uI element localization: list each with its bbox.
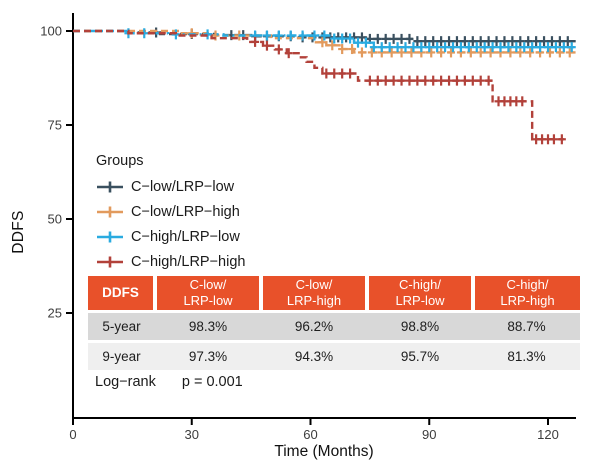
legend-key-icon xyxy=(97,256,123,267)
row-label: 5-year xyxy=(88,310,155,342)
row-label: 9-year xyxy=(88,340,155,370)
table-col-header: C-low/ LRP-high xyxy=(261,276,369,312)
cell-value: 97.3% xyxy=(155,340,261,370)
svg-text:60: 60 xyxy=(303,427,317,442)
cell-value: 81.3% xyxy=(473,340,580,370)
cell-value: 88.7% xyxy=(473,310,580,342)
table-col-header: C-high/ LRP-high xyxy=(473,276,580,312)
logrank-annotation: Log−rank p = 0.001 xyxy=(95,374,243,390)
cell-value: 98.8% xyxy=(367,310,473,342)
legend-item: C−high/LRP−high xyxy=(95,251,245,272)
legend-key-icon xyxy=(97,206,123,217)
table-row: 9-year 97.3% 94.3% 95.7% 81.3% xyxy=(88,340,580,370)
svg-text:50: 50 xyxy=(48,212,62,227)
cell-value: 96.2% xyxy=(261,310,367,342)
legend-label: C−low/LRP−low xyxy=(131,178,235,195)
svg-text:75: 75 xyxy=(48,118,62,133)
logrank-label: Log−rank xyxy=(95,374,156,390)
x-axis-title: Time (Months) xyxy=(274,443,374,460)
svg-text:120: 120 xyxy=(537,427,559,442)
legend-label: C−high/LRP−low xyxy=(131,228,240,245)
svg-text:90: 90 xyxy=(422,427,436,442)
legend-key-icon xyxy=(97,231,123,242)
svg-text:100: 100 xyxy=(40,24,62,39)
table-row: 5-year 98.3% 96.2% 98.8% 88.7% xyxy=(88,310,580,342)
y-axis-title: DDFS xyxy=(10,210,27,254)
table-col-header: C-low/ LRP-low xyxy=(155,276,263,312)
svg-text:0: 0 xyxy=(69,427,76,442)
svg-text:30: 30 xyxy=(185,427,199,442)
table-corner-label: DDFS xyxy=(88,276,157,312)
legend-item: C−high/LRP−low xyxy=(95,226,245,247)
cell-value: 98.3% xyxy=(155,310,261,342)
p-value: p = 0.001 xyxy=(181,374,243,390)
table-col-header: C-high/ LRP-low xyxy=(367,276,475,312)
legend-label: C−high/LRP−high xyxy=(131,253,246,270)
survival-summary-table: DDFS C-low/ LRP-low C-low/ LRP-high C-hi… xyxy=(88,276,580,370)
cell-value: 95.7% xyxy=(367,340,473,370)
legend-item: C−low/LRP−high xyxy=(95,201,245,222)
table-header-row: DDFS C-low/ LRP-low C-low/ LRP-high C-hi… xyxy=(88,276,580,312)
legend-label: C−low/LRP−high xyxy=(131,203,240,220)
svg-text:25: 25 xyxy=(48,306,62,321)
legend-item: C−low/LRP−low xyxy=(95,176,245,197)
cell-value: 94.3% xyxy=(261,340,367,370)
legend-key-icon xyxy=(97,181,123,192)
legend: Groups C−low/LRP−low C−low/LRP−high C−hi… xyxy=(95,153,245,276)
legend-title: Groups xyxy=(96,153,144,169)
